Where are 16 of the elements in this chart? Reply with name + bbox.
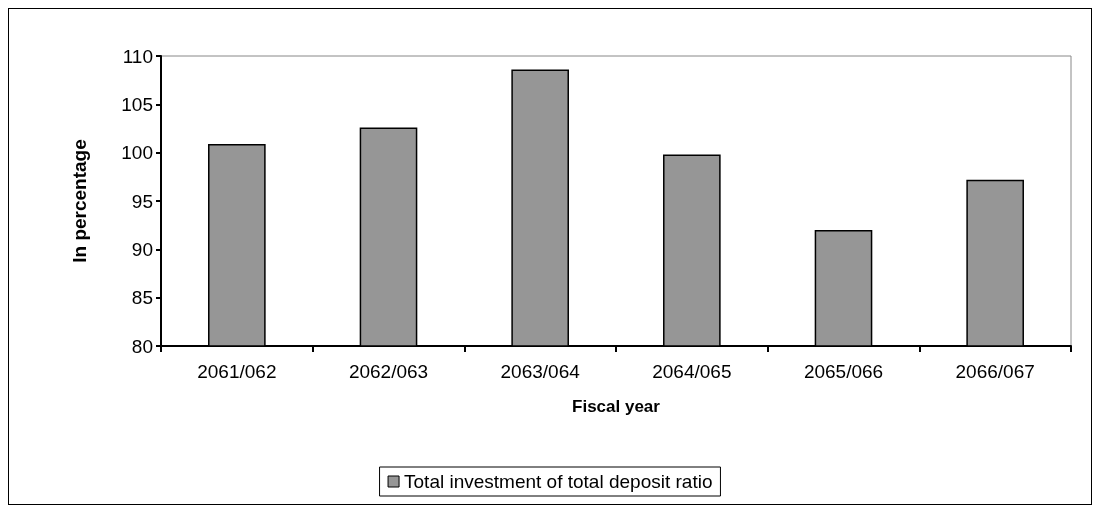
x-tick-label: 2062/063 xyxy=(348,361,429,382)
y-tick-label: 110 xyxy=(122,45,153,67)
x-tick-label: 2061/062 xyxy=(197,361,277,382)
y-tick-label: 95 xyxy=(131,190,153,212)
y-tick-label: 100 xyxy=(121,142,153,164)
x-tick-label: 2065/066 xyxy=(803,361,884,382)
y-tick-label: 85 xyxy=(131,287,153,309)
x-axis-title: Fiscal year xyxy=(572,397,661,416)
x-tick-label: 2063/064 xyxy=(500,361,581,382)
y-tick-label: 105 xyxy=(121,93,153,115)
x-tick-label: 2066/067 xyxy=(955,361,1035,382)
y-tick-label: 90 xyxy=(131,238,153,260)
y-tick-label: 80 xyxy=(131,335,153,357)
x-tick-label: 2064/065 xyxy=(652,361,732,382)
y-axis-title: In percentage xyxy=(69,139,90,263)
legend-label: Total investment of total deposit ratio xyxy=(404,471,713,492)
